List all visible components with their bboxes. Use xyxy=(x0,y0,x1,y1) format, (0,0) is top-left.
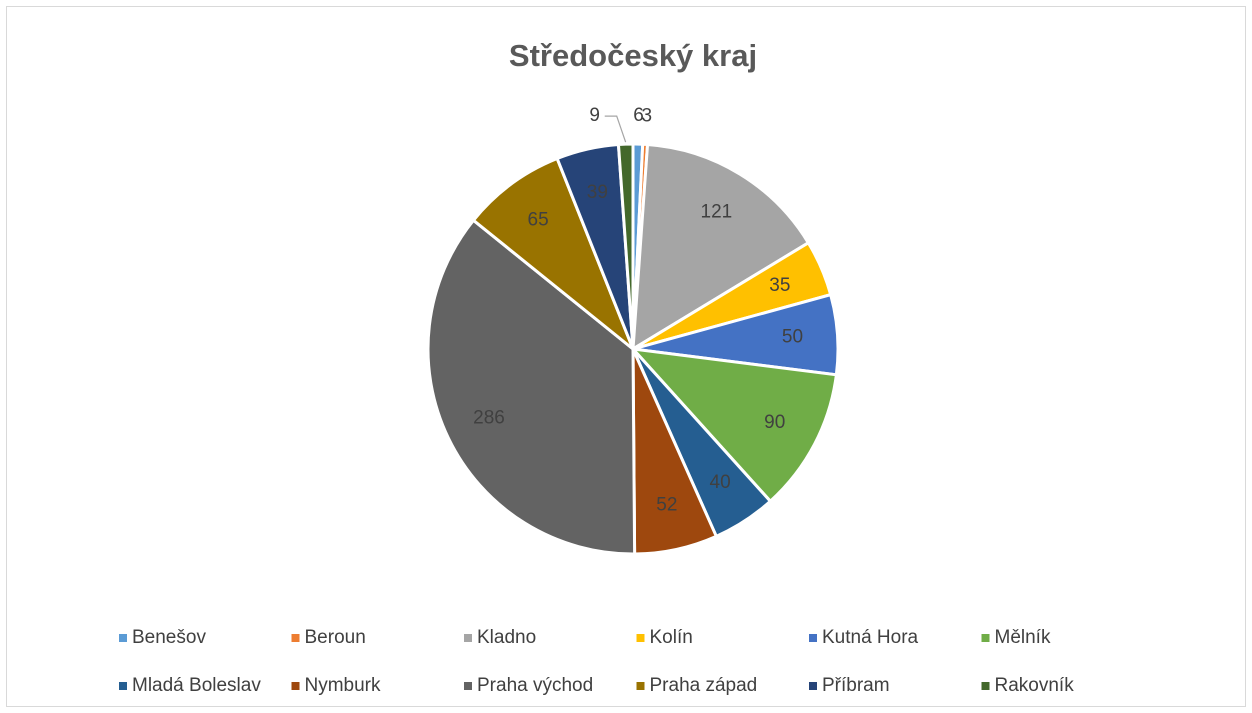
data-label: 40 xyxy=(710,472,731,493)
legend-label: Mladá Boleslav xyxy=(132,675,261,696)
data-label: 50 xyxy=(782,327,803,348)
legend-swatch xyxy=(119,634,127,642)
legend-label: Mělník xyxy=(995,627,1051,648)
data-label: 121 xyxy=(701,202,733,223)
legend-label: Rakovník xyxy=(995,675,1075,696)
legend-swatch xyxy=(291,634,300,642)
legend-swatch xyxy=(119,682,127,690)
pie-slice xyxy=(631,142,811,352)
pie-slice xyxy=(471,156,637,354)
legend-swatch xyxy=(981,634,990,642)
legend-label: Benešov xyxy=(132,627,206,648)
legend-label: Kutná Hora xyxy=(822,627,919,648)
legend-swatch xyxy=(809,634,817,642)
legend-label: Kladno xyxy=(477,627,536,648)
data-label: 286 xyxy=(473,408,505,429)
legend-swatch xyxy=(809,682,817,690)
data-label: 9 xyxy=(589,105,600,126)
legend-swatch xyxy=(464,634,472,642)
pie-slice xyxy=(629,347,839,504)
legend-swatch xyxy=(636,634,645,642)
data-label: 35 xyxy=(769,275,790,296)
legend-label: Beroun xyxy=(305,627,366,648)
legend-label: Praha východ xyxy=(477,675,593,696)
legend-label: Příbram xyxy=(822,675,890,696)
data-label: 52 xyxy=(656,494,677,515)
legend-swatch xyxy=(981,682,990,690)
legend-label: Kolín xyxy=(650,627,693,648)
chart-title: Středočeský kraj xyxy=(509,38,757,73)
legend-label: Praha západ xyxy=(650,675,758,696)
leader-line xyxy=(604,115,627,143)
data-label: 3 xyxy=(641,105,652,126)
data-label: 65 xyxy=(528,209,549,230)
data-label: 39 xyxy=(587,182,608,203)
data-label: 90 xyxy=(764,412,785,433)
pie-slice xyxy=(616,142,635,350)
pie-slice xyxy=(426,218,637,556)
data-label: 6 xyxy=(633,105,644,126)
legend-swatch xyxy=(464,682,472,690)
legend-label: Nymburk xyxy=(305,675,382,696)
legend-swatch xyxy=(636,682,645,690)
legend-swatch xyxy=(291,682,300,690)
